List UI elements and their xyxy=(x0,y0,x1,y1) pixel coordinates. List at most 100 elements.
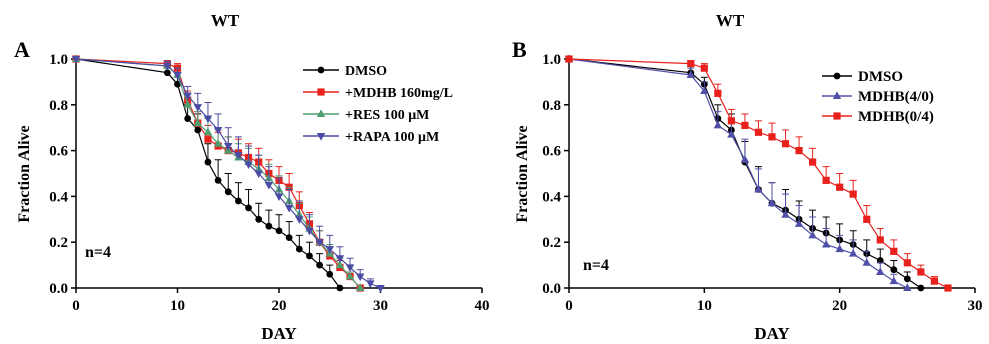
data-point xyxy=(944,284,952,292)
data-point xyxy=(184,115,192,122)
data-point xyxy=(295,245,303,253)
data-point xyxy=(204,158,212,166)
series-line xyxy=(568,58,908,289)
data-point xyxy=(345,271,355,280)
data-point xyxy=(316,261,323,269)
data-point xyxy=(345,264,355,272)
data-point xyxy=(194,126,202,134)
x-tick-label: 0 xyxy=(565,298,573,314)
data-point xyxy=(686,70,695,79)
data-point xyxy=(356,273,365,282)
panel-b-label: B xyxy=(512,37,527,62)
panel-a-title: WT xyxy=(211,11,240,30)
data-point xyxy=(71,56,81,64)
panel-b-n-annotation: n=4 xyxy=(583,257,609,274)
data-point xyxy=(193,104,202,112)
legend-label: DMSO xyxy=(345,64,387,79)
legend-label: +MDHB 160mg/L xyxy=(345,86,453,101)
data-point xyxy=(917,268,925,276)
data-point xyxy=(376,285,385,293)
data-point xyxy=(876,267,885,275)
data-point xyxy=(203,115,213,124)
data-point xyxy=(890,266,898,274)
legend-marker xyxy=(316,133,326,141)
series-line xyxy=(75,58,341,289)
panel-a-label: A xyxy=(14,37,30,62)
y-tick-label: 0.6 xyxy=(49,144,68,160)
y-tick-label: 1.0 xyxy=(542,52,561,68)
data-point xyxy=(254,170,263,179)
legend-marker xyxy=(316,109,326,117)
data-point xyxy=(903,275,911,283)
data-point xyxy=(275,227,283,235)
y-tick-label: 1.0 xyxy=(49,52,68,68)
data-point xyxy=(876,236,884,244)
legend-marker xyxy=(317,88,325,96)
data-point xyxy=(163,62,172,71)
x-tick-label: 0 xyxy=(72,298,80,314)
panel-b-legend: DMSO MDHB(4/0) MDHB(0/4) xyxy=(822,69,934,125)
legend-label: MDHB(4/0) xyxy=(858,89,934,105)
series-+RAPA 100 μM xyxy=(71,56,385,293)
data-point xyxy=(822,176,830,184)
x-tick-label: 30 xyxy=(968,298,983,314)
panel-b-plot-area xyxy=(564,54,952,292)
data-point xyxy=(713,120,723,129)
data-point xyxy=(781,140,790,148)
legend-label: MDHB(0/4) xyxy=(858,109,934,125)
data-point xyxy=(700,86,709,95)
data-point xyxy=(794,219,804,227)
x-tick-label: 10 xyxy=(170,298,185,314)
data-point xyxy=(565,55,573,63)
panel-a-legend: DMSO +MDHB 160mg/L +RES 100 μM +RAPA 100 μM xyxy=(303,64,453,145)
x-tick-label: 20 xyxy=(272,298,287,314)
data-point xyxy=(274,193,284,201)
data-point xyxy=(821,239,831,248)
data-point xyxy=(727,117,735,125)
panel-a-plot-area xyxy=(71,54,385,293)
data-point xyxy=(174,80,181,88)
data-point xyxy=(849,190,857,198)
data-point xyxy=(714,89,722,97)
data-point xyxy=(862,258,871,266)
data-point xyxy=(203,127,213,136)
series-MDHB(0/4) xyxy=(565,55,952,292)
x-tick-label: 20 xyxy=(832,298,847,314)
data-point xyxy=(245,204,252,212)
data-point xyxy=(315,239,324,247)
legend-label: DMSO xyxy=(858,69,903,85)
data-point xyxy=(235,197,242,205)
panel-a-n-annotation: n=4 xyxy=(85,244,111,261)
data-point xyxy=(213,126,223,135)
panel-a: A WT Fraction Alive DAY n=4 0.0 0.2 0.4 0.6… xyxy=(14,11,490,343)
data-point xyxy=(754,184,763,193)
data-point xyxy=(930,277,938,285)
y-tick-label: 0.4 xyxy=(49,189,68,205)
panel-b-title: WT xyxy=(716,11,745,30)
data-point xyxy=(285,234,293,242)
panel-b-axes: 0.0 0.2 0.4 0.6 0.8 1.0 0 10 20 30 xyxy=(542,52,982,314)
legend-marker xyxy=(317,66,325,74)
data-point xyxy=(284,204,294,213)
data-point xyxy=(224,188,232,196)
y-tick-label: 0.8 xyxy=(49,98,68,114)
x-tick-label: 40 xyxy=(475,298,490,314)
data-point xyxy=(306,252,313,260)
data-point xyxy=(183,100,192,108)
data-point xyxy=(767,198,777,207)
series-DMSO xyxy=(72,55,344,292)
data-point xyxy=(795,147,803,155)
data-point xyxy=(740,155,750,163)
data-point xyxy=(808,230,817,239)
panel-b-x-axis-label: DAY xyxy=(754,324,789,343)
legend-marker xyxy=(833,72,841,80)
y-tick-label: 0.6 xyxy=(542,144,561,160)
data-point xyxy=(193,118,202,127)
data-point xyxy=(295,216,304,224)
data-point xyxy=(890,247,898,255)
data-point xyxy=(265,222,273,230)
legend-label: +RAPA 100 μM xyxy=(345,130,439,145)
y-tick-label: 0.2 xyxy=(49,235,68,251)
data-point xyxy=(183,92,192,101)
data-point xyxy=(781,210,790,218)
